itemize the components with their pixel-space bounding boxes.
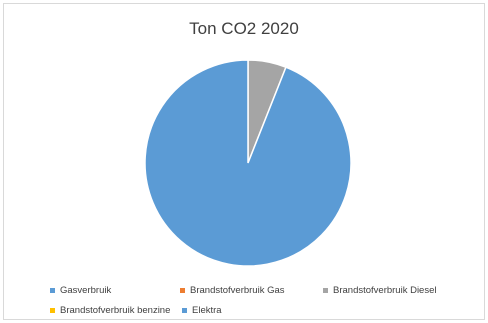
chart-title: Ton CO2 2020 [189,19,299,38]
pie-slice-elektra [144,59,352,267]
